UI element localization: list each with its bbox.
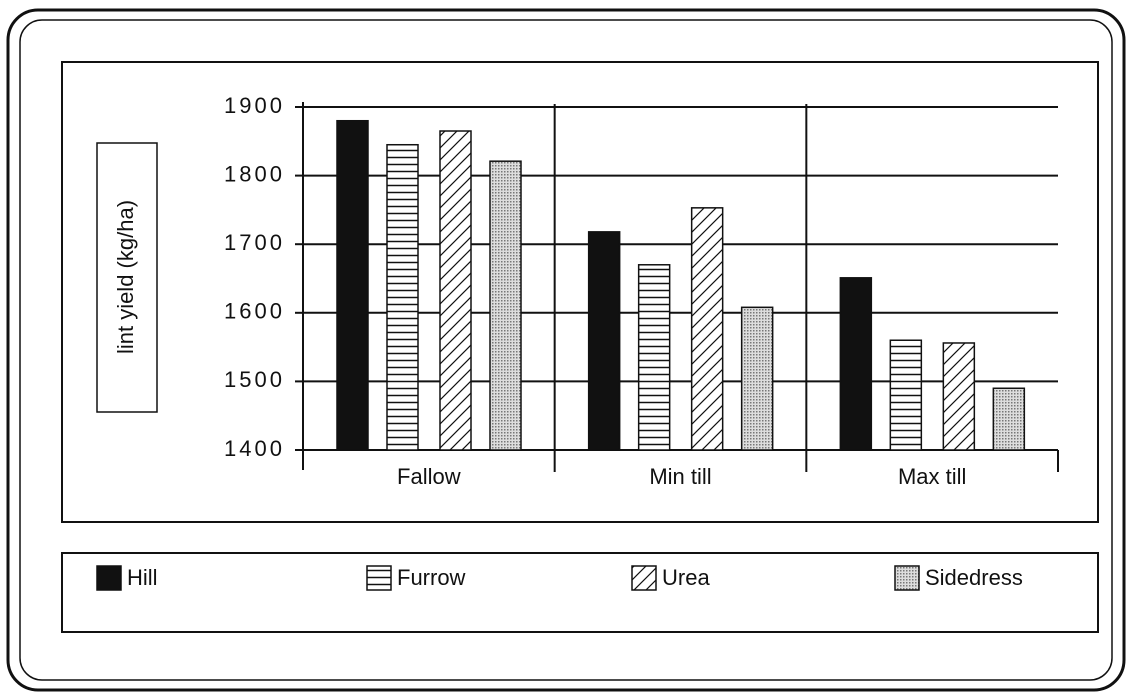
y-tick-label: 1700 xyxy=(224,230,285,255)
y-label-box xyxy=(96,142,158,413)
bar xyxy=(889,339,923,451)
y-tick-label: 1900 xyxy=(224,93,285,118)
bar xyxy=(489,160,522,451)
bar xyxy=(587,231,621,451)
y-tick-label: 1800 xyxy=(224,161,285,186)
legend-frame xyxy=(61,552,1099,633)
inner-frame xyxy=(19,19,1113,681)
legend-label: Sidedress xyxy=(925,565,1023,590)
y-tick-label: 1500 xyxy=(224,367,285,392)
outer-frame xyxy=(6,8,1126,692)
plot-frame xyxy=(61,61,1099,523)
legend-swatch xyxy=(366,565,392,591)
bar xyxy=(336,119,369,451)
bar xyxy=(839,277,873,451)
legend-label: Hill xyxy=(127,565,158,590)
bar xyxy=(740,306,774,451)
y-axis-label: lint yield (kg/ha) xyxy=(113,200,138,354)
bar xyxy=(439,130,472,451)
x-tick-label: Min till xyxy=(649,464,711,489)
legend-swatch xyxy=(96,565,122,591)
y-tick-label: 1400 xyxy=(224,436,285,461)
bar xyxy=(690,207,724,451)
legend-label: Urea xyxy=(662,565,710,590)
bar xyxy=(637,264,671,451)
x-tick-label: Fallow xyxy=(397,464,461,489)
legend-swatch xyxy=(631,565,657,591)
legend-swatch xyxy=(894,565,920,591)
x-tick-label: Max till xyxy=(898,464,966,489)
bar xyxy=(386,143,419,451)
legend-label: Furrow xyxy=(397,565,466,590)
y-tick-label: 1600 xyxy=(224,299,285,324)
bar xyxy=(992,387,1026,451)
bar xyxy=(942,342,976,451)
